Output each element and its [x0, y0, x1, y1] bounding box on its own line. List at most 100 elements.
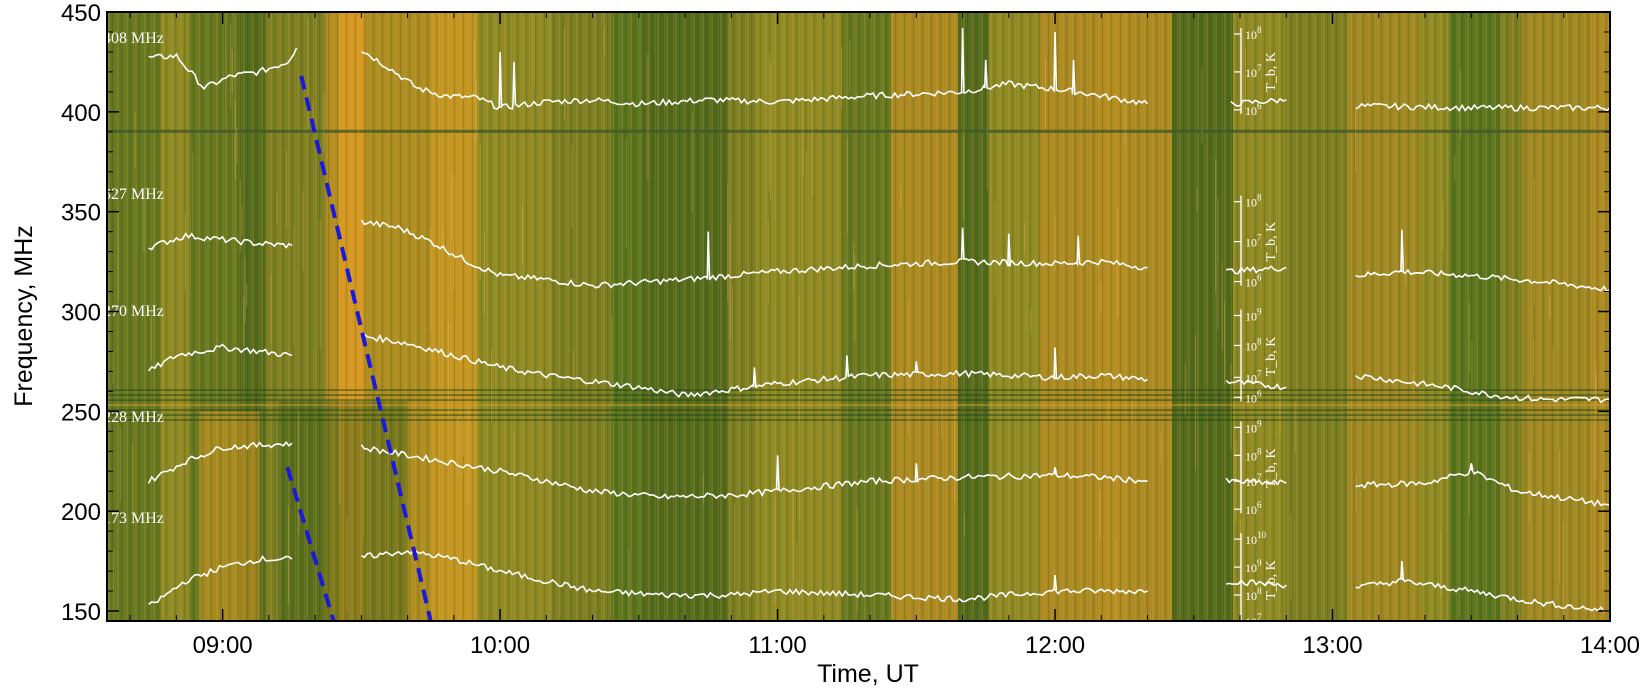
spectrum-streak: [853, 242, 855, 290]
spectrum-streak: [246, 283, 248, 308]
spectrum-streak: [319, 219, 321, 351]
spectrum-streak: [112, 352, 114, 385]
spectrum-streak: [132, 443, 134, 516]
spectrum-streak: [241, 205, 243, 236]
drift-lines: [285, 75, 433, 621]
rfi-band: [107, 394, 1610, 396]
series-228-mhz: 228 MHz: [107, 409, 1610, 507]
spectrum-streak: [1160, 432, 1162, 463]
tb-tick-exponent: 7: [1257, 368, 1262, 378]
spectrum-streak: [954, 399, 956, 503]
spectrum-streak: [184, 214, 186, 291]
tb-tick-exponent: 6: [1257, 388, 1262, 398]
spectrum-streak: [770, 61, 772, 200]
spectrum-streak: [491, 349, 493, 422]
spectrum-streak: [513, 432, 515, 556]
spectrum-streak: [1244, 48, 1247, 117]
spectrum-streak: [1460, 69, 1462, 139]
spectrum-streak: [767, 219, 769, 304]
spectrum-streak: [134, 112, 136, 168]
tb-tick-exponent: 10: [1257, 530, 1267, 540]
x-tick-label: 12:00: [1025, 632, 1085, 659]
spectrum-streak: [1562, 520, 1564, 621]
series-327-mhz: 327 MHz: [103, 186, 1610, 293]
rfi-band: [107, 399, 1610, 401]
spectrum-streak: [1405, 254, 1407, 285]
tb-unit-label: T_b, K: [1264, 222, 1279, 262]
spectrum-streak: [456, 418, 459, 475]
spectrum-streak: [1195, 334, 1197, 471]
spectrum-streak: [473, 39, 475, 103]
tb-tick-exponent: 6: [1257, 500, 1262, 510]
x-axis-label: Time, UT: [817, 660, 919, 688]
spectrum-streak: [856, 509, 858, 611]
x-tick-label: 13:00: [1302, 632, 1362, 659]
spectrum-streak: [286, 151, 288, 229]
series-curve: [148, 548, 1610, 613]
spectrum-streak: [691, 112, 693, 212]
spectrum-streak: [798, 295, 800, 423]
spectrum-streak: [900, 184, 902, 208]
tb-tick-exponent: 7: [1257, 63, 1262, 73]
spectrum-streak: [1468, 391, 1470, 516]
spectrum-streak: [150, 306, 152, 361]
spectrum-streak: [1549, 294, 1551, 319]
spectrum-streak: [805, 149, 807, 264]
x-tick-label: 09:00: [193, 632, 253, 659]
series-curve: [148, 27, 1610, 112]
spectrum-background: [107, 12, 1610, 621]
spectrum-streak: [1533, 178, 1535, 305]
series-label: 327 MHz: [103, 186, 164, 203]
spectrum-streak: [1215, 158, 1217, 294]
spectrum-streak: [119, 427, 121, 502]
tb-tick-exponent: 8: [1257, 193, 1262, 203]
spectrum-streak: [533, 12, 535, 87]
rfi-band: [107, 129, 1610, 133]
spectrum-streak: [1442, 201, 1444, 251]
spectrum-streak: [293, 226, 295, 346]
spectrum-streak: [358, 13, 360, 135]
spectrum-streak: [1454, 157, 1456, 181]
spectrum-streak: [1558, 450, 1561, 583]
plot-frame: [106, 11, 1611, 622]
spectrum-streak: [192, 152, 194, 233]
spectrum-streak: [1030, 308, 1032, 335]
series-173-mhz: 173 MHz: [107, 510, 1610, 613]
spectrum-streak: [450, 177, 453, 244]
tb-tick-exponent: 8: [1257, 25, 1262, 35]
spectrum-streak: [907, 301, 909, 436]
spectrum-streak: [1355, 104, 1357, 130]
y-axis-label: Frequency, MHz: [10, 225, 38, 407]
spectrum-streak: [1279, 392, 1281, 437]
spectrum-streak: [346, 517, 348, 612]
spectrum-streak: [117, 209, 119, 300]
axes: 150 200 250 300 350 400 450 09:00 10:00 11:00 12:0…: [61, 0, 1640, 659]
spectrum-streak: [572, 349, 574, 378]
spectrum-streak: [796, 542, 798, 621]
spectrum-streak: [1552, 346, 1554, 407]
spectrum-streak: [1131, 400, 1133, 422]
tb-tick-exponent: 8: [1257, 336, 1262, 346]
spectrum-streak: [270, 274, 273, 345]
x-tick-label: 10:00: [470, 632, 530, 659]
series-curve: [147, 441, 1610, 507]
series-label: 270 MHz: [103, 303, 164, 320]
spectrum-streak: [1044, 59, 1047, 128]
spectrum-texture: [107, 12, 1610, 621]
spectrum-streak: [1221, 262, 1223, 349]
spectrum-streak: [625, 139, 627, 248]
spectrum-streak: [302, 190, 304, 272]
spectrum-streak: [647, 54, 649, 181]
spectrum-streak: [287, 505, 289, 605]
spectrum-streak: [1124, 104, 1126, 149]
spectrum-streak: [483, 232, 485, 314]
series-curve: [148, 219, 1610, 293]
spectrum-streak: [563, 28, 566, 121]
y-tick-label: 450: [61, 0, 101, 27]
spectrum-streak: [1354, 109, 1357, 172]
y-tick-label: 250: [61, 399, 101, 426]
spectrum-streak: [475, 79, 477, 139]
spectrum-streak: [298, 411, 300, 535]
spectrum-streak: [276, 192, 278, 225]
